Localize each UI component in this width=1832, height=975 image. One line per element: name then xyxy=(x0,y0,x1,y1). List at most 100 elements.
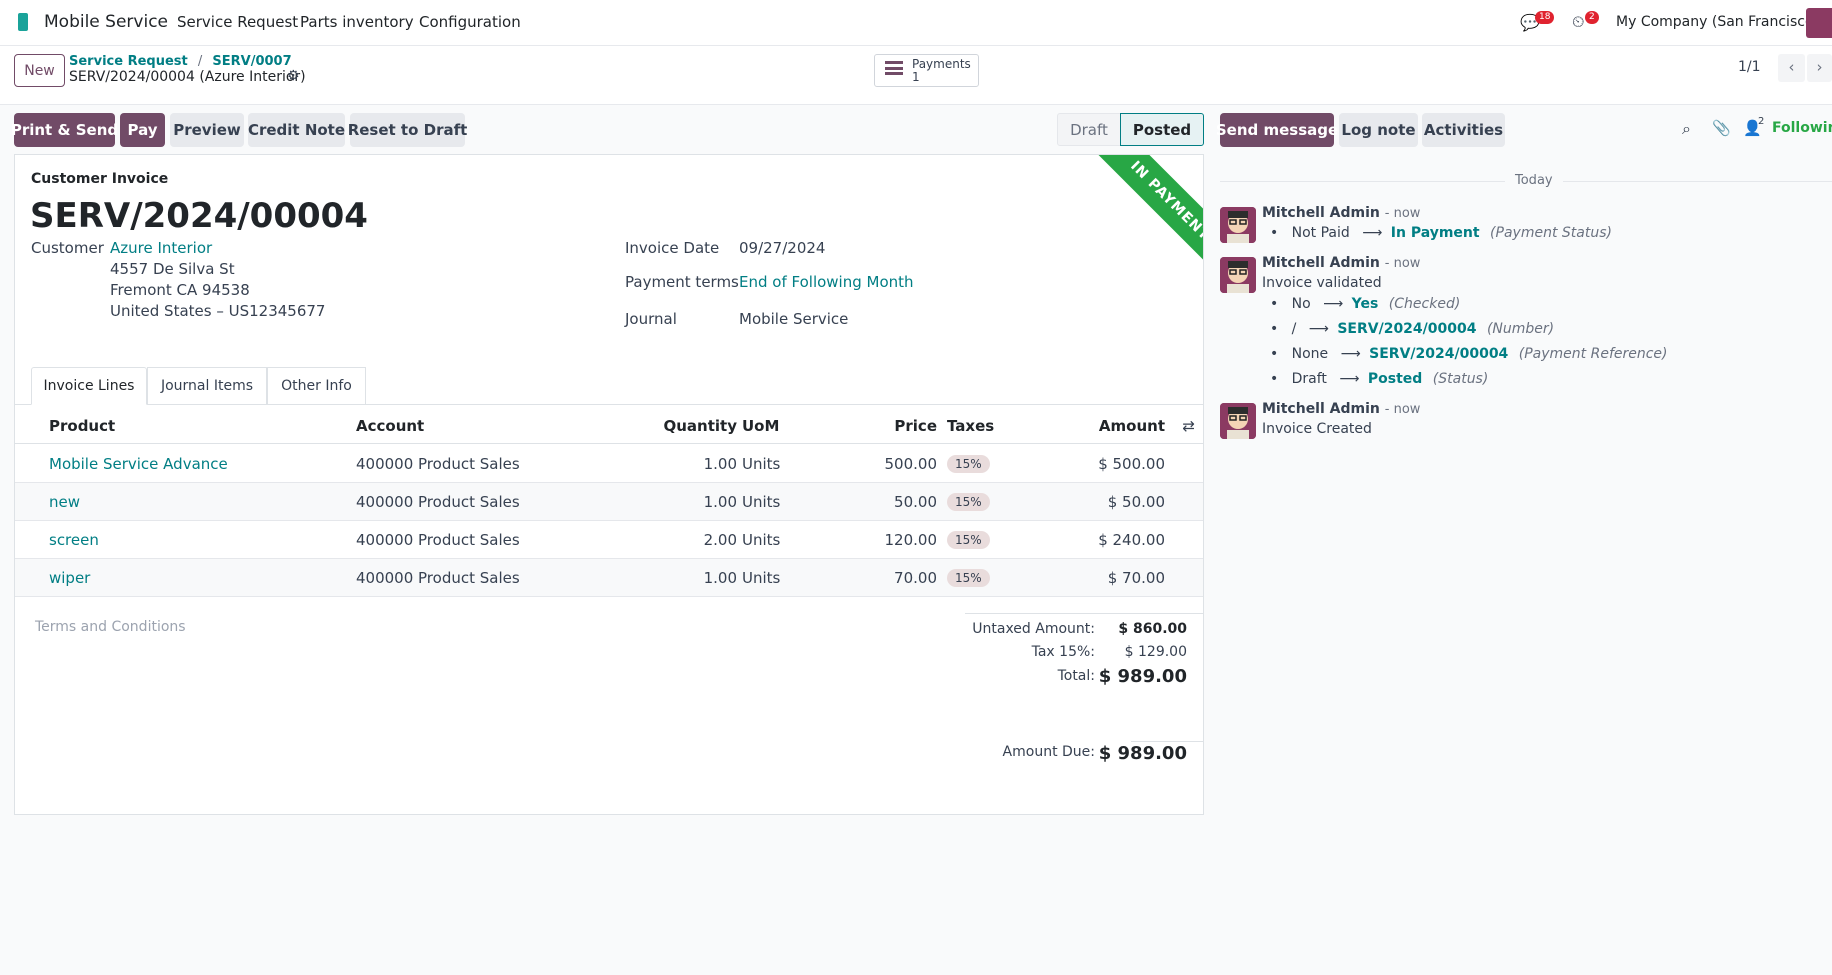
message-author[interactable]: Mitchell Admin - now xyxy=(1262,205,1420,221)
tracking-field: (Checked) xyxy=(1388,296,1461,312)
customer-name[interactable]: Azure Interior xyxy=(110,239,213,257)
tracking-field: (Payment Reference) xyxy=(1518,346,1668,362)
arrow-icon: ⟶ xyxy=(1340,346,1361,362)
table-row[interactable]: screen 400000 Product Sales 2.00 Units 1… xyxy=(15,521,1203,559)
ribbon-label: IN PAYMENT xyxy=(1127,158,1204,244)
preview-label: Preview xyxy=(173,121,241,139)
search-icon[interactable]: ⌕ xyxy=(1682,119,1691,138)
line-amount: $ 500.00 xyxy=(1098,455,1165,473)
table-row[interactable]: Mobile Service Advance 400000 Product Sa… xyxy=(15,445,1203,483)
line-tax-badge: 15% xyxy=(947,531,990,549)
avatar[interactable] xyxy=(1220,403,1256,439)
tracking-old: No xyxy=(1291,296,1311,312)
tracking-new: Yes xyxy=(1351,296,1379,312)
activities-icon[interactable]: ⏲ xyxy=(1572,12,1585,31)
send-message-button[interactable]: Send message xyxy=(1216,113,1338,147)
followers-icon[interactable]: 👤 xyxy=(1743,119,1762,137)
credit-note-button[interactable]: Credit Note xyxy=(248,113,345,147)
col-amount[interactable]: Amount xyxy=(1098,417,1165,435)
tracking-old: None xyxy=(1291,346,1329,362)
author-name[interactable]: Mitchell Admin xyxy=(1262,205,1380,221)
tracking-field: (Status) xyxy=(1432,371,1489,387)
company-switcher[interactable]: My Company (San Francisco) xyxy=(1616,14,1819,30)
journal-value[interactable]: Mobile Service xyxy=(739,310,849,328)
tab-journal-items[interactable]: Journal Items xyxy=(147,367,267,404)
menu-parts-inventory[interactable]: Parts inventory xyxy=(300,13,414,31)
line-price: 50.00 xyxy=(894,493,937,511)
gear-icon[interactable]: ⚙ xyxy=(287,68,300,84)
breadcrumb-separator: / xyxy=(197,54,203,69)
activities-label: Activities xyxy=(1423,121,1504,139)
table-row[interactable]: wiper 400000 Product Sales 1.00 Units 70… xyxy=(15,559,1203,597)
preview-button[interactable]: Preview xyxy=(170,113,244,147)
print-send-button[interactable]: Print & Send xyxy=(10,113,119,147)
journal-label: Journal xyxy=(625,310,677,328)
terms-conditions-input[interactable]: Terms and Conditions xyxy=(35,619,186,635)
tab-other-info[interactable]: Other Info xyxy=(267,367,366,404)
following-button[interactable]: Following xyxy=(1772,120,1832,136)
reset-to-draft-button[interactable]: Reset to Draft xyxy=(348,113,467,147)
line-product[interactable]: screen xyxy=(49,531,99,549)
invoice-date-value[interactable]: 09/27/2024 xyxy=(739,239,826,257)
tracking-new: In Payment xyxy=(1390,225,1480,241)
messages-icon[interactable]: 💬 xyxy=(1520,13,1540,32)
invoice-date-label: Invoice Date xyxy=(625,239,720,257)
line-product[interactable]: wiper xyxy=(49,569,91,587)
attachment-icon[interactable]: 📎 xyxy=(1712,119,1731,137)
tracking-value: • Not Paid ⟶ In Payment (Payment Status) xyxy=(1270,225,1612,241)
col-quantity[interactable]: Quantity xyxy=(663,417,738,435)
print-send-label: Print & Send xyxy=(10,121,119,139)
payment-ribbon: IN PAYMENT xyxy=(1075,155,1204,296)
col-price[interactable]: Price xyxy=(894,417,937,435)
status-posted[interactable]: Posted xyxy=(1120,113,1204,146)
customer-address-street: 4557 De Silva St xyxy=(110,260,235,278)
table-row[interactable]: new 400000 Product Sales 1.00 Units 50.0… xyxy=(15,483,1203,521)
pager-value[interactable]: 1/1 xyxy=(1738,59,1761,75)
optional-columns-icon[interactable]: ⇄ xyxy=(1182,417,1195,435)
record-title: SERV/2024/00004 (Azure Interior) xyxy=(69,69,306,85)
tracking-old: Draft xyxy=(1291,371,1327,387)
menu-configuration[interactable]: Configuration xyxy=(419,13,521,31)
avatar[interactable] xyxy=(1220,257,1256,293)
pay-button[interactable]: Pay xyxy=(120,113,165,147)
credit-note-label: Credit Note xyxy=(247,121,346,139)
log-note-button[interactable]: Log note xyxy=(1339,113,1418,147)
line-product[interactable]: new xyxy=(49,493,81,511)
line-product[interactable]: Mobile Service Advance xyxy=(49,455,228,473)
col-taxes[interactable]: Taxes xyxy=(947,417,995,435)
status-draft-label: Draft xyxy=(1070,120,1108,139)
payments-smart-button[interactable]: Payments 1 xyxy=(874,54,979,87)
breadcrumb-service-request[interactable]: Service Request xyxy=(69,54,188,69)
author-name[interactable]: Mitchell Admin xyxy=(1262,401,1380,417)
app-name[interactable]: Mobile Service xyxy=(44,12,168,32)
amount-due-divider xyxy=(1131,741,1203,742)
col-uom[interactable]: UoM xyxy=(742,417,780,435)
invoice-sheet: IN PAYMENT Customer Invoice SERV/2024/00… xyxy=(14,154,1204,815)
date-separator: Today xyxy=(1505,173,1563,188)
menu-service-request[interactable]: Service Request xyxy=(177,13,299,31)
message-author[interactable]: Mitchell Admin - now xyxy=(1262,401,1420,417)
author-name[interactable]: Mitchell Admin xyxy=(1262,255,1380,271)
tracking-value: • Draft ⟶ Posted (Status) xyxy=(1270,371,1488,387)
pager-next-icon[interactable]: › xyxy=(1807,54,1832,82)
avatar[interactable] xyxy=(1220,207,1256,243)
new-button[interactable]: New xyxy=(14,54,65,87)
col-account[interactable]: Account xyxy=(356,417,425,435)
status-draft[interactable]: Draft xyxy=(1057,113,1121,146)
tab-invoice-lines[interactable]: Invoice Lines xyxy=(31,367,147,405)
breadcrumb: Service Request / SERV/0007 xyxy=(69,54,292,69)
line-quantity: 1.00 xyxy=(703,569,737,587)
line-tax-badge: 15% xyxy=(947,493,990,511)
col-product[interactable]: Product xyxy=(49,417,116,435)
payment-terms-value[interactable]: End of Following Month xyxy=(739,273,914,291)
app-menu-icon[interactable] xyxy=(18,13,28,31)
line-tax-badge: 15% xyxy=(947,569,990,587)
activities-button[interactable]: Activities xyxy=(1422,113,1505,147)
pay-label: Pay xyxy=(127,121,158,139)
user-avatar[interactable] xyxy=(1806,8,1832,38)
pager-prev-icon[interactable]: ‹ xyxy=(1778,54,1805,82)
message-author[interactable]: Mitchell Admin - now xyxy=(1262,255,1420,271)
breadcrumb-serv-0007[interactable]: SERV/0007 xyxy=(212,54,292,69)
followers-count: 2 xyxy=(1758,116,1765,127)
messages-badge: 18 xyxy=(1535,11,1555,24)
